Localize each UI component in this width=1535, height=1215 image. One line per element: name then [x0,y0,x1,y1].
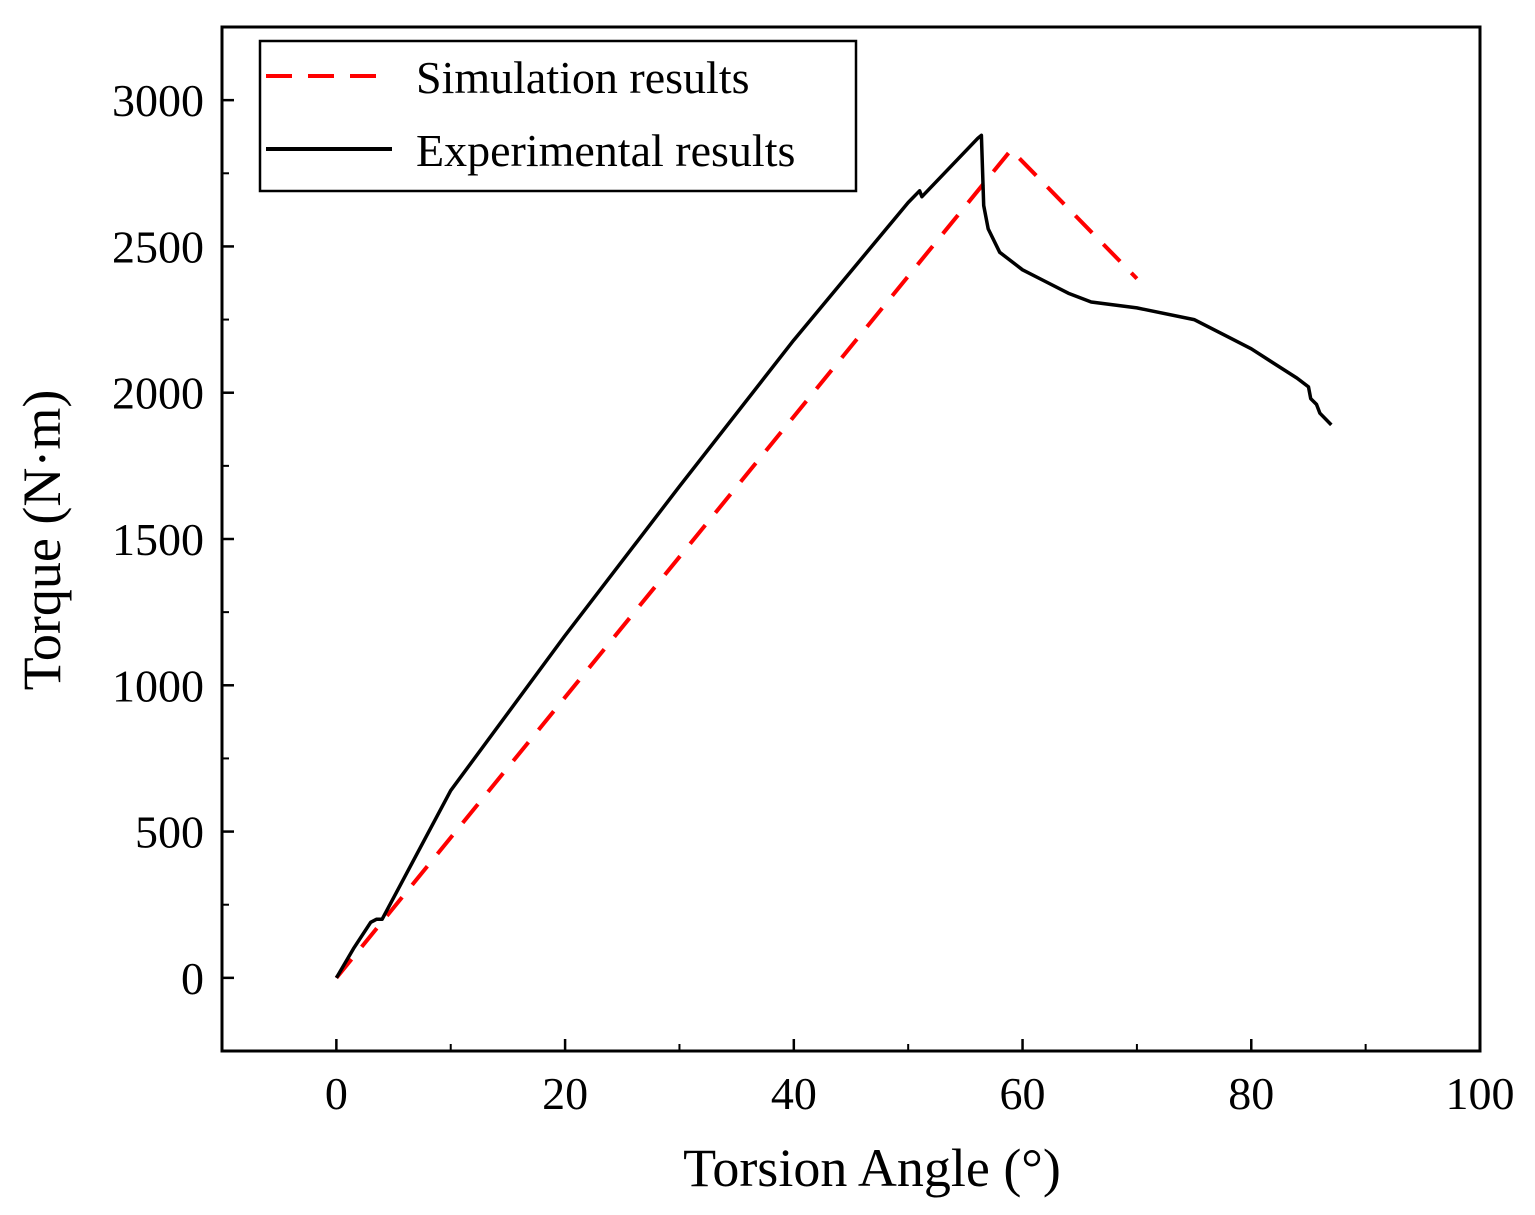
legend-label-simulation: Simulation results [416,52,750,103]
legend-box [258,39,858,193]
series-layer [334,133,1333,980]
y-tick-label: 500 [135,807,204,858]
legend: Simulation results Experimental results [258,39,858,193]
y-tick-label: 1500 [112,514,204,565]
y-tick-label: 2500 [112,221,204,272]
x-tick-label: 20 [542,1068,588,1119]
series-line-experimental [334,133,1333,979]
y-tick-label: 3000 [112,75,204,126]
x-tick-label: 100 [1446,1068,1515,1119]
x-axis-title: Torsion Angle (°) [683,1138,1061,1198]
legend-label-experimental: Experimental results [416,125,795,176]
x-tick-label: 40 [771,1068,817,1119]
x-tick-label: 60 [1000,1068,1046,1119]
axis-ticks [222,26,1482,1052]
y-tick-label: 0 [181,953,204,1004]
x-tick-label: 80 [1228,1068,1274,1119]
y-axis-title: Torque (N·m) [12,390,72,691]
y-tick-label: 1000 [112,660,204,711]
x-tick-label: 0 [325,1068,348,1119]
y-tick-label: 2000 [112,368,204,419]
series-line-simulation [334,147,1139,980]
